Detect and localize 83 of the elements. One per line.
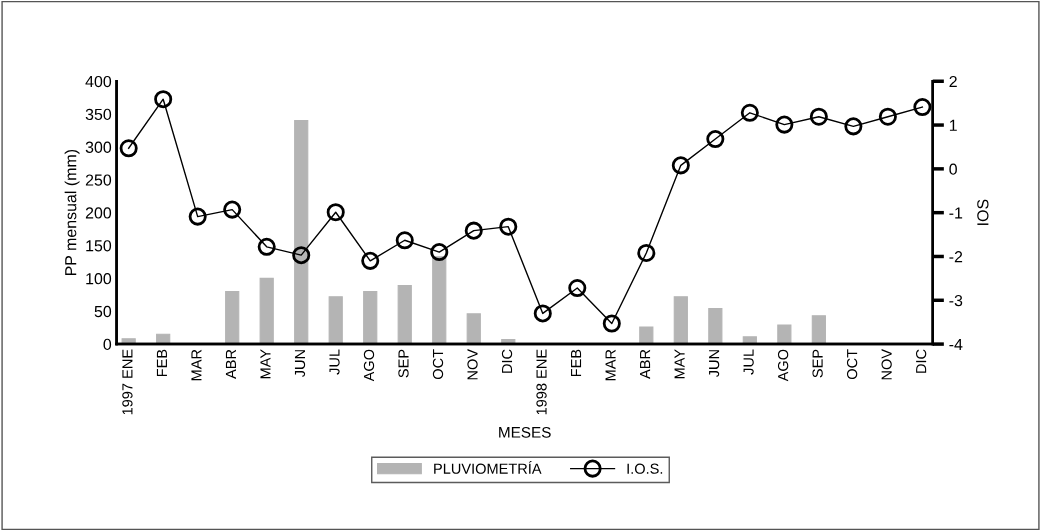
x-tick-label: OCT <box>846 349 858 380</box>
bar <box>673 296 688 345</box>
y2-tick-label: 0 <box>949 163 957 175</box>
point <box>292 246 311 265</box>
x-tick-label: MAY <box>674 349 685 379</box>
x-tick-label: MAR <box>191 349 202 381</box>
point <box>395 231 414 250</box>
bar <box>397 285 412 345</box>
point <box>188 207 207 226</box>
bar <box>777 324 792 345</box>
point <box>257 237 276 256</box>
x-tick-label: DIC <box>915 349 927 373</box>
x-tick-label: OCT <box>432 349 444 380</box>
bar <box>328 296 343 345</box>
y-axis-title: PP mensual (mm) <box>64 149 80 276</box>
point <box>361 251 380 270</box>
y2-axis-title: IOS <box>977 199 989 225</box>
x-tick-label: NOV <box>467 349 478 380</box>
y-tick-label: 250 <box>85 174 112 186</box>
point <box>533 304 552 323</box>
y2-tick-label: 1 <box>949 119 957 131</box>
point <box>637 243 656 262</box>
y2-tick-label: -1 <box>949 207 963 219</box>
x-tick-label: MAR <box>605 349 616 381</box>
x-tick-label: JUL <box>743 349 754 375</box>
point <box>223 200 242 219</box>
y-tick-label: 200 <box>85 207 112 219</box>
x-tick-label: MAY <box>260 349 271 379</box>
bar <box>466 313 481 345</box>
bar <box>259 277 274 345</box>
point <box>775 115 794 134</box>
x-tick-label: JUN <box>709 350 720 378</box>
x-tick-label: FEB <box>571 349 582 377</box>
point <box>671 156 690 175</box>
x-tick-label: FEB <box>156 349 167 377</box>
x-tick-label: JUN <box>294 350 306 378</box>
y-tick-label: 50 <box>94 305 112 318</box>
x-tick-label: 1997 ENE <box>122 349 133 415</box>
bar <box>121 338 136 345</box>
legend-label: I.O.S. <box>627 463 663 474</box>
point <box>706 130 725 149</box>
bar <box>639 326 654 345</box>
y2-tick-label: 2 <box>949 75 957 88</box>
point <box>878 107 897 126</box>
point <box>430 243 449 262</box>
point <box>568 278 587 298</box>
bar <box>708 308 723 345</box>
x-tick-label: AGO <box>363 349 375 382</box>
point <box>809 107 828 126</box>
y-tick-label: 100 <box>86 273 112 285</box>
x-tick-label: 1998 ENE <box>536 349 547 415</box>
point <box>119 139 138 158</box>
x-tick-label: ABR <box>225 349 236 379</box>
y-tick-label: 350 <box>85 108 112 121</box>
point <box>326 203 345 222</box>
y-tick-label: 0 <box>103 338 112 351</box>
x-tick-label: NOV <box>881 349 892 380</box>
bar <box>432 256 447 345</box>
point <box>499 217 518 236</box>
point <box>913 98 932 117</box>
bar <box>811 315 826 345</box>
point <box>602 314 621 333</box>
point <box>154 90 173 109</box>
point <box>464 221 483 240</box>
x-tick-label: AGO <box>777 349 789 382</box>
x-tick-label: JUL <box>329 349 340 375</box>
x-tick-label: SEP <box>812 349 823 378</box>
bar <box>363 290 378 345</box>
y-tick-label: 150 <box>86 240 112 252</box>
x-tick-label: SEP <box>398 349 409 378</box>
bar <box>294 120 309 345</box>
x-tick-label: DIC <box>501 349 513 373</box>
x-axis-title: MESES <box>499 426 551 438</box>
x-tick-label: ABR <box>640 349 651 379</box>
y-tick-label: 300 <box>85 141 112 153</box>
y2-tick-label: -3 <box>949 294 963 307</box>
y2-tick-label: -2 <box>949 251 963 263</box>
bar <box>225 290 240 345</box>
point <box>740 103 759 122</box>
y2-tick-label: -4 <box>949 338 963 350</box>
legend-label: PLUVIOMETRÍA <box>434 461 542 474</box>
y-tick-label: 400 <box>85 75 112 88</box>
point <box>844 117 863 136</box>
